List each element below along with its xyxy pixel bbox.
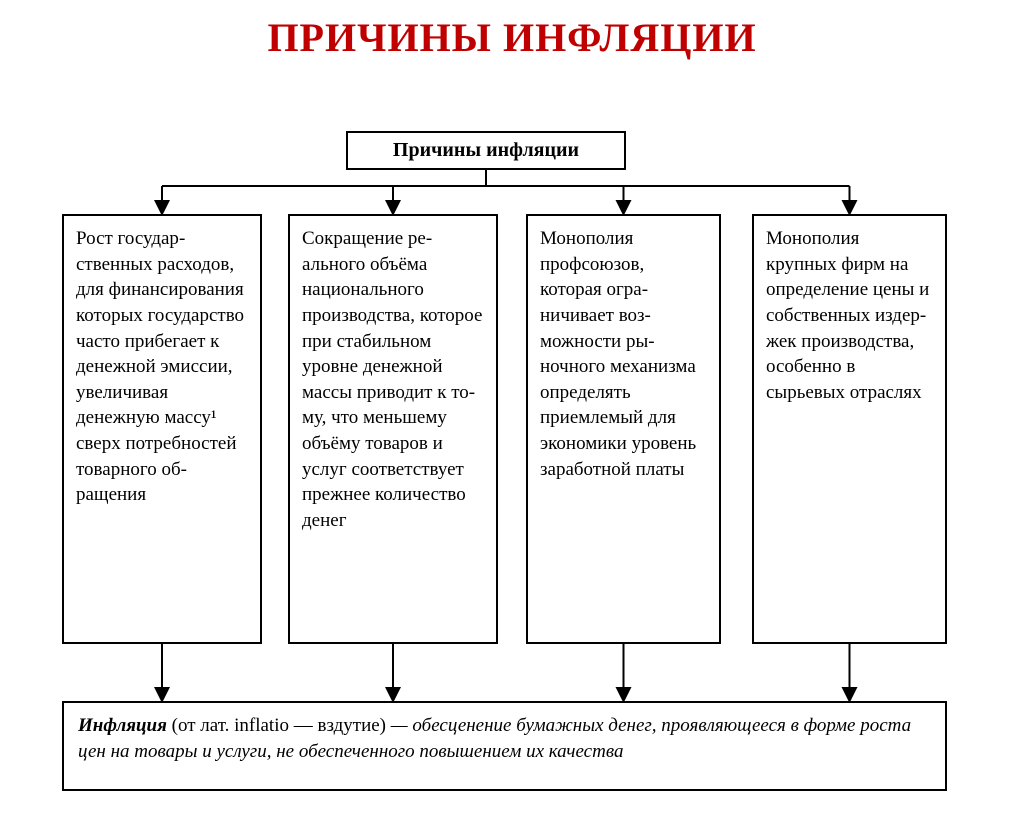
cause-text: Рост государ­ственных рас­ходов, для фи­…	[76, 228, 244, 505]
definition-term: Инфляция	[78, 715, 167, 736]
cause-box-3: Монополия крупных фирм на опре­деление ц…	[752, 214, 947, 644]
cause-text: Сокращение ре­ального объёма национально…	[302, 228, 482, 531]
definition-paren: (от лат. inflatio — вздутие)	[172, 715, 386, 736]
definition-dash: —	[391, 715, 408, 736]
root-box: Причины инфляции	[346, 131, 626, 170]
cause-text: Монополия крупных фирм на опре­деление ц…	[766, 228, 929, 403]
cause-box-1: Сокращение ре­ального объёма национально…	[288, 214, 498, 644]
root-label: Причины инфляции	[393, 139, 579, 161]
definition-box: Инфляция (от лат. inflatio — вздутие) — …	[62, 701, 947, 791]
page-title: ПРИЧИНЫ ИНФЛЯЦИИ	[0, 0, 1024, 61]
cause-box-0: Рост государ­ственных рас­ходов, для фи­…	[62, 214, 262, 644]
cause-box-2: Монополия профсоюзов, которая огра­ничив…	[526, 214, 721, 644]
cause-text: Монополия профсоюзов, которая огра­ничив…	[540, 228, 696, 480]
